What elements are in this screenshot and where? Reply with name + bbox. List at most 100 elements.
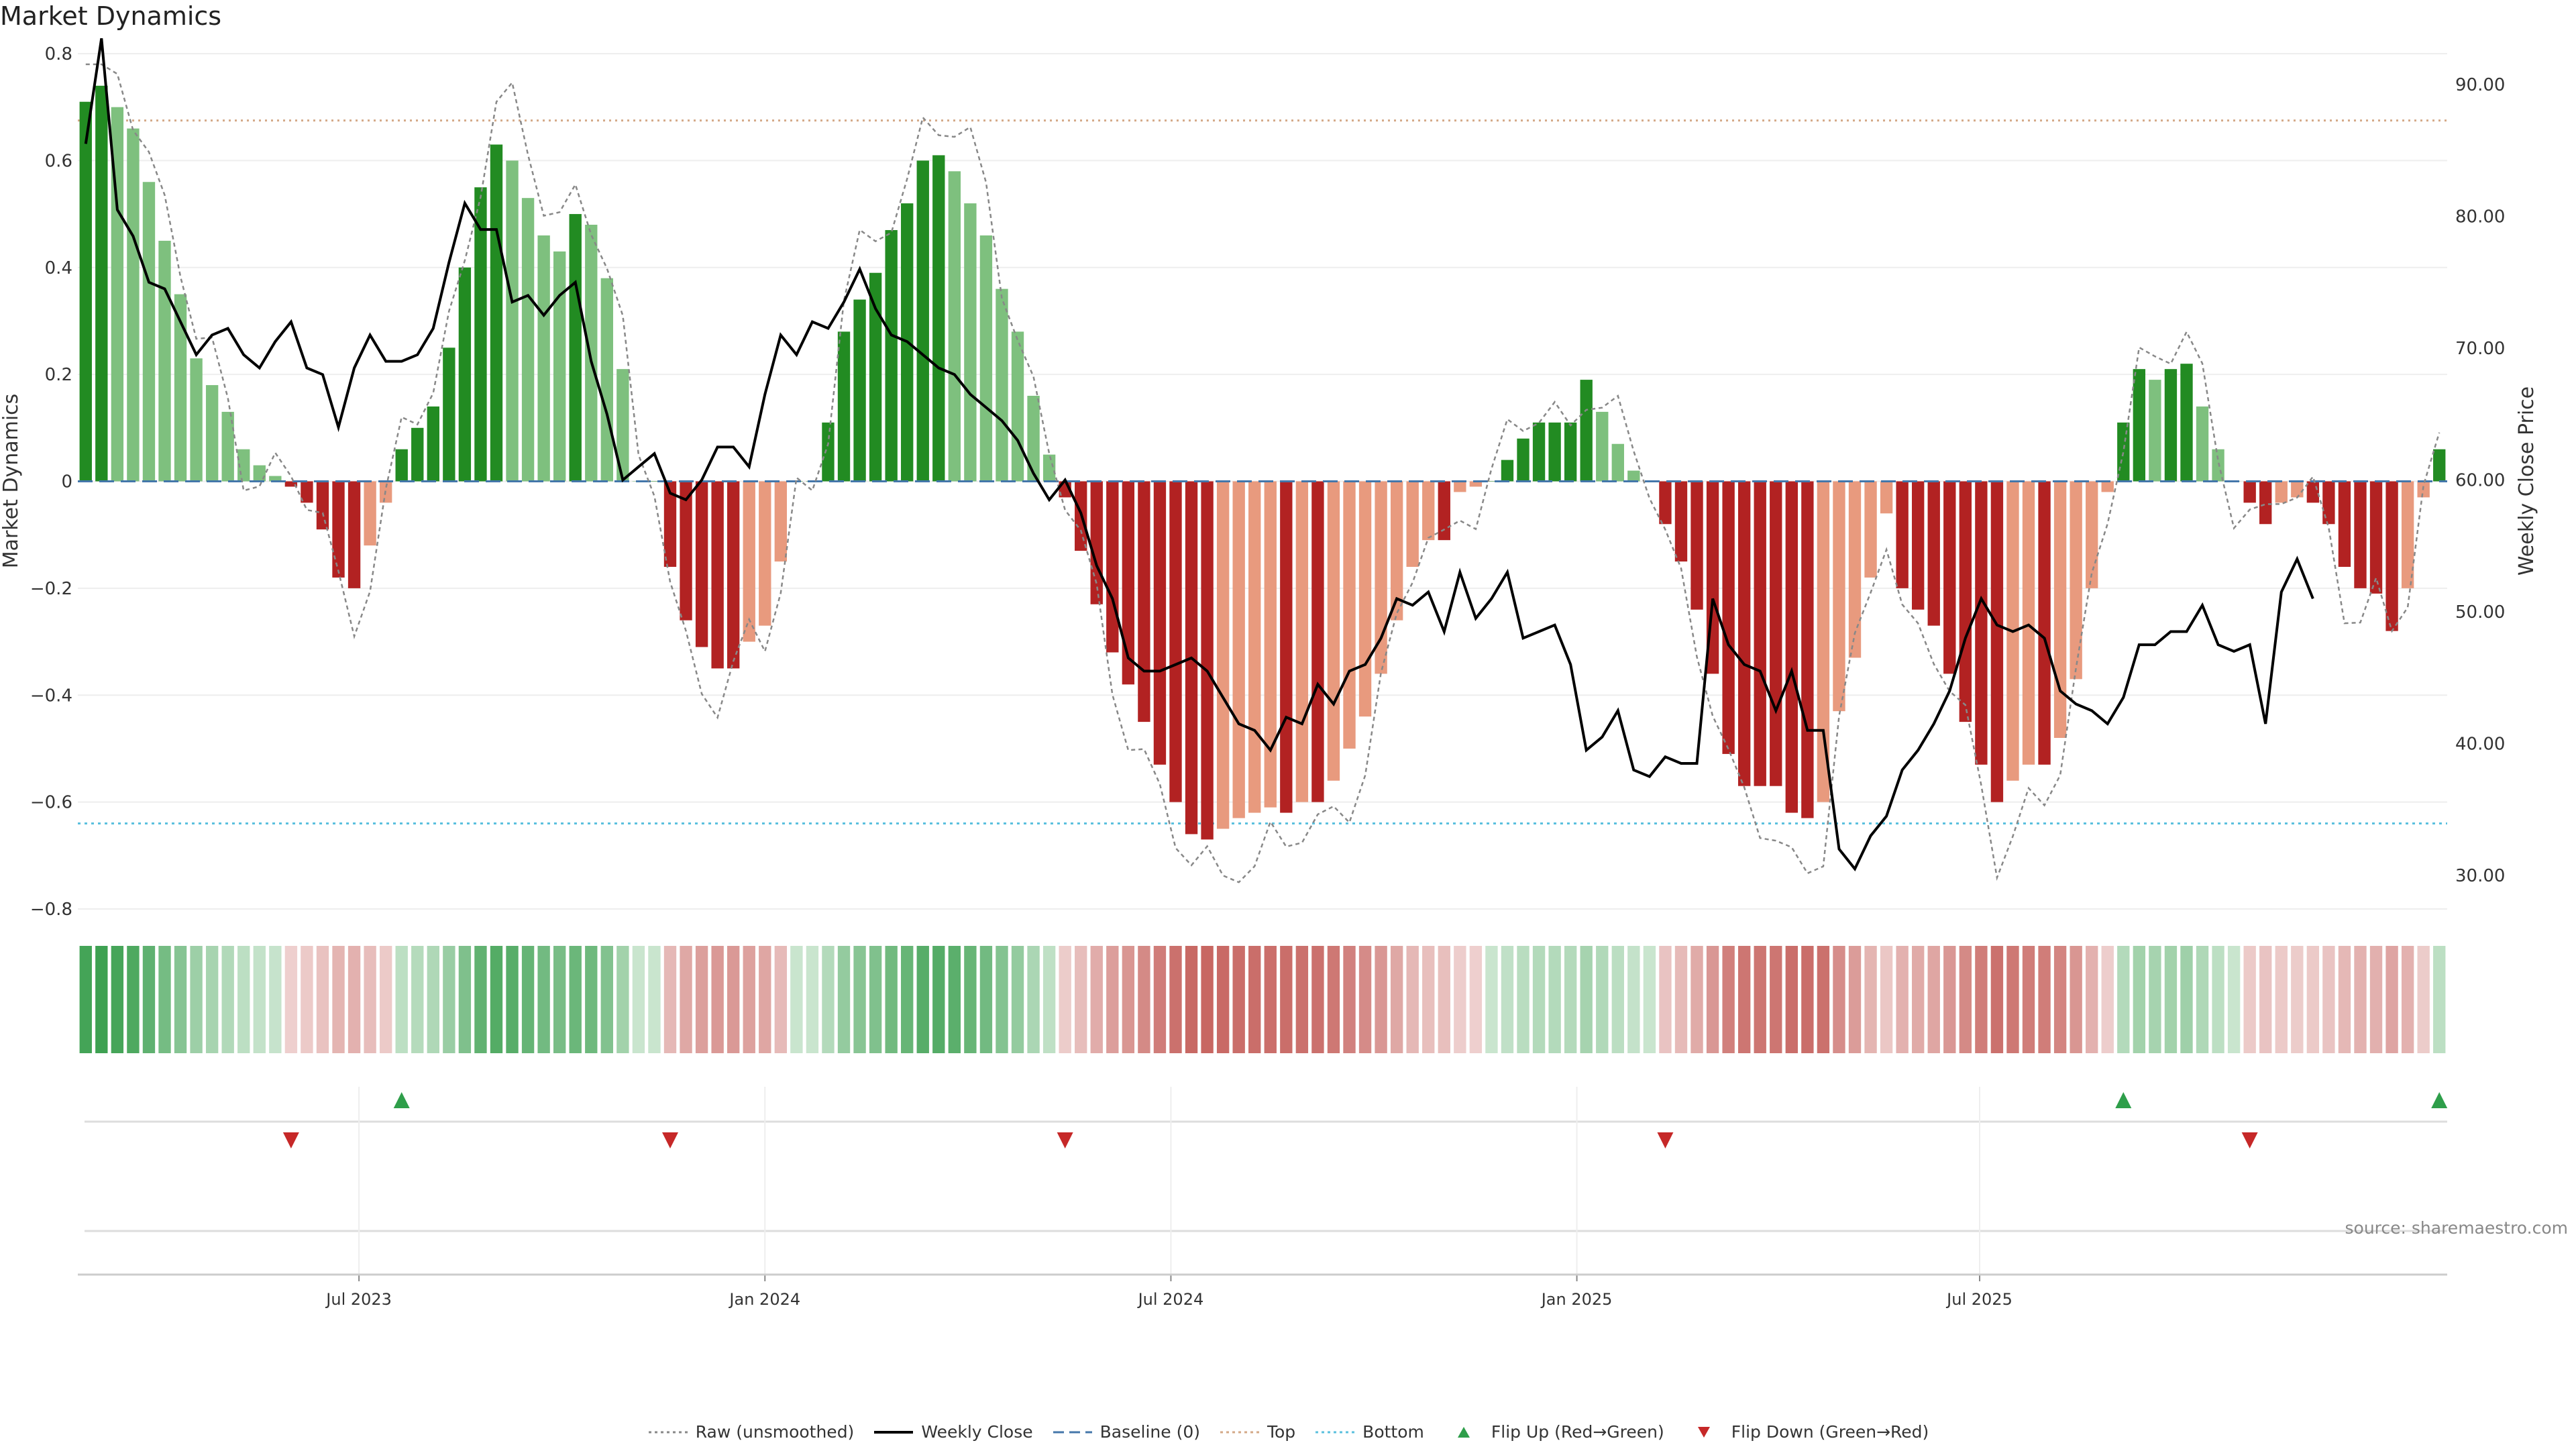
regime-strip-cell bbox=[1311, 946, 1324, 1053]
regime-strip-cell bbox=[347, 946, 361, 1053]
regime-strip-cell bbox=[1674, 946, 1688, 1053]
momentum-bar bbox=[711, 481, 724, 669]
momentum-bar bbox=[759, 481, 771, 626]
regime-strip-cell bbox=[1090, 946, 1103, 1053]
legend-item: Weekly Close bbox=[873, 1422, 1033, 1442]
regime-strip-cell bbox=[79, 946, 92, 1053]
legend-label: Bottom bbox=[1362, 1422, 1424, 1442]
regime-strip-cell bbox=[1564, 946, 1577, 1053]
regime-strip-cell bbox=[743, 946, 755, 1053]
momentum-bar bbox=[506, 160, 519, 482]
momentum-bar bbox=[1817, 481, 1830, 802]
momentum-bar bbox=[190, 358, 203, 482]
regime-strip-cell bbox=[1754, 946, 1766, 1053]
regime-strip-cell bbox=[1943, 946, 1956, 1053]
regime-strip-cell bbox=[1469, 946, 1483, 1053]
x-tick-label: Jul 2024 bbox=[1137, 1290, 1204, 1309]
regime-strip-cell bbox=[1927, 946, 1940, 1053]
regime-strip-cell bbox=[1785, 946, 1798, 1053]
regime-strip-cell bbox=[490, 946, 503, 1053]
momentum-bar bbox=[347, 481, 361, 588]
momentum-bar bbox=[1358, 481, 1372, 717]
regime-strip-cell bbox=[395, 946, 408, 1053]
regime-strip-cell bbox=[585, 946, 598, 1053]
momentum-bar bbox=[1311, 481, 1324, 802]
y-axis-label-right: Weekly Close Price bbox=[2515, 386, 2538, 576]
momentum-bar bbox=[1580, 380, 1593, 482]
regime-strip-cell bbox=[901, 946, 914, 1053]
regime-strip-cell bbox=[853, 946, 866, 1053]
regime-strip-cell bbox=[127, 946, 140, 1053]
momentum-bar bbox=[2322, 481, 2335, 525]
momentum-bar bbox=[1264, 481, 1277, 808]
momentum-bar bbox=[332, 481, 345, 578]
legend-item: Raw (unsmoothed) bbox=[647, 1422, 854, 1442]
regime-strip-cell bbox=[2275, 946, 2288, 1053]
y-tick-label-right: 90.00 bbox=[2455, 75, 2505, 95]
momentum-bar bbox=[1375, 481, 1387, 674]
momentum-bar bbox=[1201, 481, 1214, 840]
regime-strip-cell bbox=[1532, 946, 1546, 1053]
momentum-bar bbox=[2275, 481, 2288, 503]
regime-strip-cell bbox=[2259, 946, 2272, 1053]
legend-dotted-line-icon bbox=[648, 1431, 688, 1433]
momentum-bar bbox=[2306, 481, 2320, 503]
regime-strip-cell bbox=[2086, 946, 2098, 1053]
momentum-bar bbox=[221, 411, 234, 482]
y-tick-label-left: 0.4 bbox=[45, 258, 72, 278]
momentum-bar bbox=[364, 481, 376, 546]
regime-strip-cell bbox=[2022, 946, 2035, 1053]
regime-strip-cell bbox=[142, 946, 156, 1053]
momentum-bar bbox=[2180, 364, 2193, 482]
momentum-bar bbox=[2385, 481, 2398, 631]
regime-strip-cell bbox=[1722, 946, 1735, 1053]
regime-strip-cell bbox=[1027, 946, 1040, 1053]
regime-strip-cell bbox=[2243, 946, 2256, 1053]
regime-strip-cell bbox=[111, 946, 124, 1053]
momentum-bar bbox=[2070, 481, 2082, 680]
regime-strip-cell bbox=[964, 946, 977, 1053]
regime-strip-cell bbox=[253, 946, 266, 1053]
regime-strip-cell bbox=[711, 946, 724, 1053]
weekly-close-line bbox=[84, 38, 2314, 871]
regime-strip-cell bbox=[1770, 946, 1782, 1053]
momentum-bar bbox=[1280, 481, 1293, 813]
y-tick-label-left: −0.2 bbox=[30, 579, 72, 599]
flip-up-marker bbox=[393, 1092, 410, 1108]
momentum-bar bbox=[1122, 481, 1135, 685]
momentum-bar bbox=[1627, 470, 1640, 482]
regime-strip-cell bbox=[2306, 946, 2320, 1053]
momentum-bar bbox=[2101, 481, 2114, 492]
momentum-bar bbox=[600, 278, 613, 482]
momentum-bar bbox=[253, 465, 266, 482]
regime-strip-cell bbox=[1343, 946, 1356, 1053]
momentum-bar bbox=[2164, 369, 2178, 482]
regime-strip-cell bbox=[221, 946, 234, 1053]
regime-strip-cell bbox=[1075, 946, 1087, 1053]
momentum-bar bbox=[174, 294, 187, 482]
momentum-bar bbox=[885, 229, 898, 482]
momentum-bar bbox=[1975, 481, 1988, 765]
legend-label: Flip Down (Green→Red) bbox=[1731, 1422, 1929, 1442]
momentum-bar bbox=[1896, 481, 1909, 588]
regime-strip-cell bbox=[284, 946, 298, 1053]
regime-strip-cell bbox=[379, 946, 392, 1053]
regime-strip-cell bbox=[364, 946, 376, 1053]
regime-strip-cell bbox=[1596, 946, 1609, 1053]
momentum-bar bbox=[964, 203, 977, 482]
regime-strip-cell bbox=[1737, 946, 1751, 1053]
momentum-bar bbox=[2038, 481, 2051, 765]
regime-strip-cell bbox=[1327, 946, 1340, 1053]
regime-strip-cell bbox=[1185, 946, 1198, 1053]
momentum-bar bbox=[1011, 331, 1024, 482]
momentum-bar bbox=[1343, 481, 1356, 749]
regime-strip-cell bbox=[1106, 946, 1119, 1053]
regime-strip-cell bbox=[95, 946, 108, 1053]
flip-down-marker bbox=[282, 1132, 299, 1148]
momentum-bar bbox=[1833, 481, 1845, 712]
momentum-bar bbox=[2149, 380, 2161, 482]
regime-strip-cell bbox=[979, 946, 993, 1053]
regime-strip-cell bbox=[1153, 946, 1167, 1053]
momentum-bar bbox=[1990, 481, 2004, 802]
